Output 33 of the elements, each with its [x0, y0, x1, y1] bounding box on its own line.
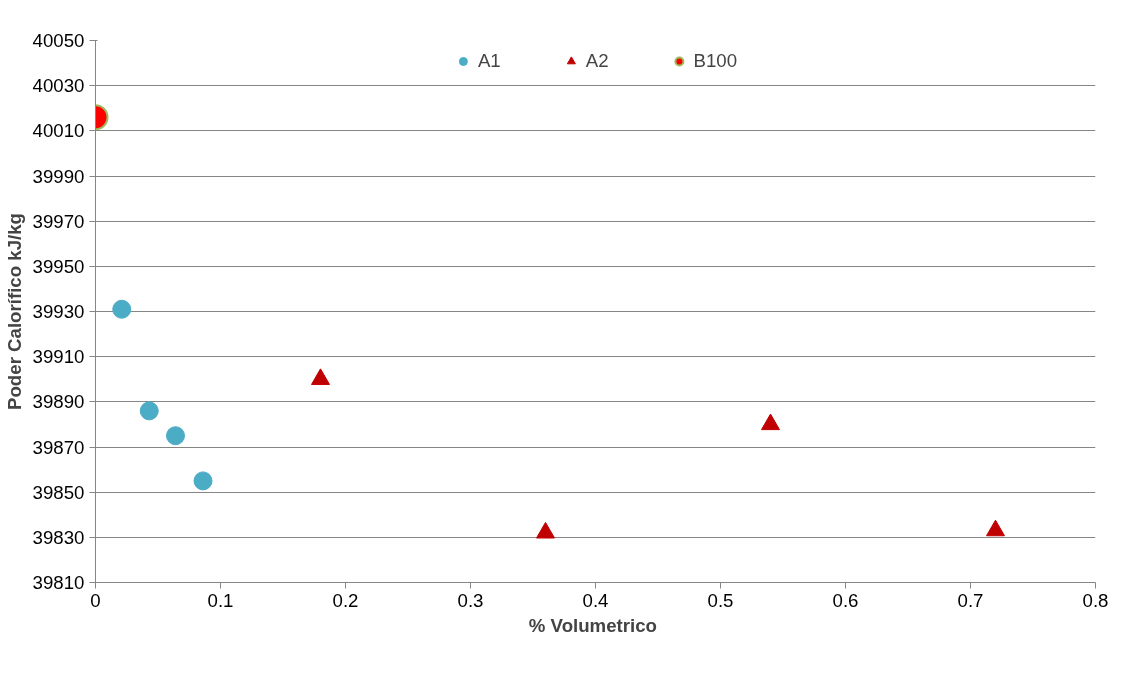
point — [536, 521, 555, 539]
y-tick-label: 39830 — [32, 526, 85, 548]
y-axis-title: Poder Calorífico kJ/kg — [3, 213, 25, 410]
x-tick-label: 0.2 — [332, 589, 359, 611]
x-tick-label: 0.4 — [582, 589, 609, 611]
y-tick-label: 39850 — [32, 481, 85, 503]
x-axis-title: % Volumetrico — [528, 614, 658, 636]
x-tick-label: 0.3 — [457, 589, 484, 611]
x-tick-label: 0.1 — [207, 589, 234, 611]
y-tick-label: 39990 — [32, 165, 85, 187]
y-tick-label: 40050 — [32, 30, 85, 51]
x-tick-label: 0.8 — [1082, 589, 1109, 611]
x-tick-label: 0 — [90, 589, 101, 611]
legend-label: A1 — [477, 50, 501, 72]
y-tick-label: 39950 — [32, 255, 85, 277]
legend-label: B100 — [693, 50, 738, 72]
y-tick-label: 40030 — [32, 75, 85, 97]
y-tick-label: 39870 — [32, 436, 85, 458]
y-tick-label: 39930 — [32, 301, 85, 322]
point — [311, 368, 330, 385]
x-tick-label: 0.7 — [957, 589, 984, 611]
point — [986, 519, 1005, 537]
y-tick-label: 39890 — [32, 391, 85, 413]
y-tick-label: 39910 — [32, 346, 85, 368]
x-tick-label: 0.6 — [832, 589, 859, 611]
point — [139, 401, 159, 421]
y-tick-label: 40010 — [32, 120, 85, 142]
y-tick-label: 39810 — [32, 572, 85, 593]
point — [761, 413, 780, 431]
x-tick-label: 0.5 — [707, 589, 734, 611]
legend-label: A2 — [585, 50, 609, 72]
point — [112, 299, 132, 319]
y-tick-label: 39970 — [32, 210, 85, 232]
